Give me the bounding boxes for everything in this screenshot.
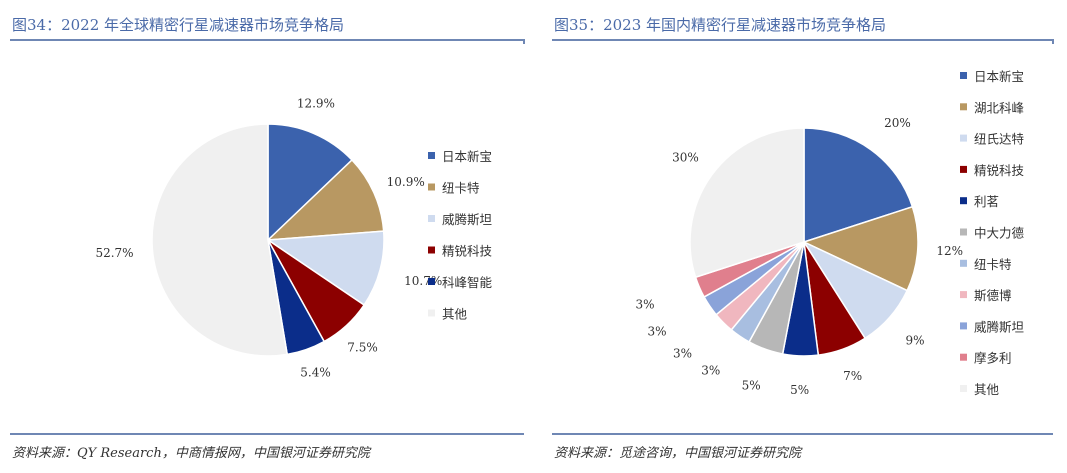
legend-label-11: 其他 [974, 382, 1000, 397]
legend-swatch-5 [960, 197, 967, 205]
legend-swatch-1 [960, 72, 967, 79]
value-label-2: 12% [936, 244, 963, 258]
legend-swatch-4 [960, 165, 967, 173]
pie-chart-global-2022: 12.9% 10.9% 10.7% 7.5% 5.4% 52.7% 日本新宝纽卡特威腾斯坦精… [95, 97, 493, 380]
value-label-1: 12.9% [297, 97, 335, 111]
value-label-5: 5.4% [300, 365, 331, 379]
value-label-2: 10.9% [387, 175, 425, 189]
figure-35-panel: 图35：2023 年国内精密行星减速器市场竞争格局 20% 12% 9% 7% 5% 5%… [548, 0, 1067, 473]
legend-label-2: 湖北科峰 [974, 100, 1025, 115]
value-label-6: 52.7% [95, 246, 133, 260]
legend-label-3: 纽氏达特 [974, 132, 1024, 147]
legend-swatch-6 [960, 228, 967, 236]
title-rule [552, 39, 1054, 44]
figure-35-source: 资料来源：觅途咨询，中国银河证券研究院 [554, 446, 802, 461]
source-rule [10, 433, 524, 435]
legend-label-4: 精锐科技 [974, 163, 1025, 178]
title-rule [10, 39, 525, 44]
legend-swatch-7 [960, 259, 967, 267]
value-label-11: 30% [672, 150, 699, 164]
legend-swatch-2 [428, 183, 435, 191]
legend-swatch-10 [960, 353, 967, 361]
legend-label-8: 斯德博 [974, 288, 1012, 303]
value-label-7: 3% [701, 363, 720, 377]
legend-swatch-3 [960, 134, 967, 142]
figure-34-panel: 图34：2022 年全球精密行星减速器市场竞争格局 12.9% 10.9% 10.7… [0, 0, 528, 473]
figure-35-title: 图35：2023 年国内精密行星减速器市场竞争格局 [554, 16, 887, 34]
legend-swatch-8 [960, 291, 967, 299]
figure-34-source: 资料来源：QY Research，中商情报网，中国银河证券研究院 [12, 446, 370, 461]
value-label-1: 20% [884, 116, 911, 130]
legend-label-2: 纽卡特 [442, 181, 480, 196]
legend-label-1: 日本新宝 [974, 69, 1024, 84]
legend-swatch-4 [428, 246, 435, 254]
value-label-3: 10.7% [404, 274, 442, 288]
value-label-4: 7% [843, 369, 862, 383]
legend-swatch-1 [428, 152, 435, 159]
pie-slice-2 [265, 158, 385, 241]
pie-slice-1 [267, 123, 354, 242]
pie-slice-2 [801, 205, 919, 292]
legend-label-7: 纽卡特 [974, 257, 1012, 272]
value-label-4: 7.5% [347, 340, 378, 354]
pie-chart-domestic-2023: 20% 12% 9% 7% 5% 5% 3% 3% 3% 3% 30% 日本新宝湖北科峰纽氏达特精锐科… [635, 69, 1025, 397]
legend-swatch-6 [428, 309, 435, 317]
pie-slice-11 [689, 127, 805, 279]
value-label-6: 5% [742, 379, 761, 393]
value-label-8: 3% [673, 347, 692, 361]
legend-label-5: 科峰智能 [442, 275, 493, 290]
pie-slice-1 [803, 127, 914, 244]
legend-swatch-9 [960, 322, 967, 330]
figure-34-title: 图34：2022 年全球精密行星减速器市场竞争格局 [12, 16, 345, 34]
legend-swatch-2 [960, 103, 967, 111]
legend-swatch-3 [428, 215, 435, 222]
value-label-10: 3% [635, 298, 654, 312]
legend-label-3: 威腾斯坦 [442, 212, 492, 227]
legend-swatch-5 [428, 278, 435, 285]
legend-label-5: 利茗 [974, 194, 999, 209]
legend-label-9: 威腾斯坦 [974, 319, 1024, 334]
legend-swatch-11 [960, 385, 967, 392]
source-rule [552, 433, 1053, 435]
value-label-9: 3% [647, 325, 666, 339]
value-label-5: 5% [790, 383, 809, 397]
pie-slice-3 [265, 230, 385, 307]
legend-label-6: 其他 [442, 307, 468, 322]
legend-label-10: 摩多利 [974, 351, 1012, 366]
legend-label-4: 精锐科技 [442, 244, 493, 259]
value-label-3: 9% [905, 334, 924, 348]
pie-slice-6 [151, 123, 289, 357]
legend-label-6: 中大力德 [974, 226, 1025, 241]
legend-label-1: 日本新宝 [442, 149, 492, 164]
